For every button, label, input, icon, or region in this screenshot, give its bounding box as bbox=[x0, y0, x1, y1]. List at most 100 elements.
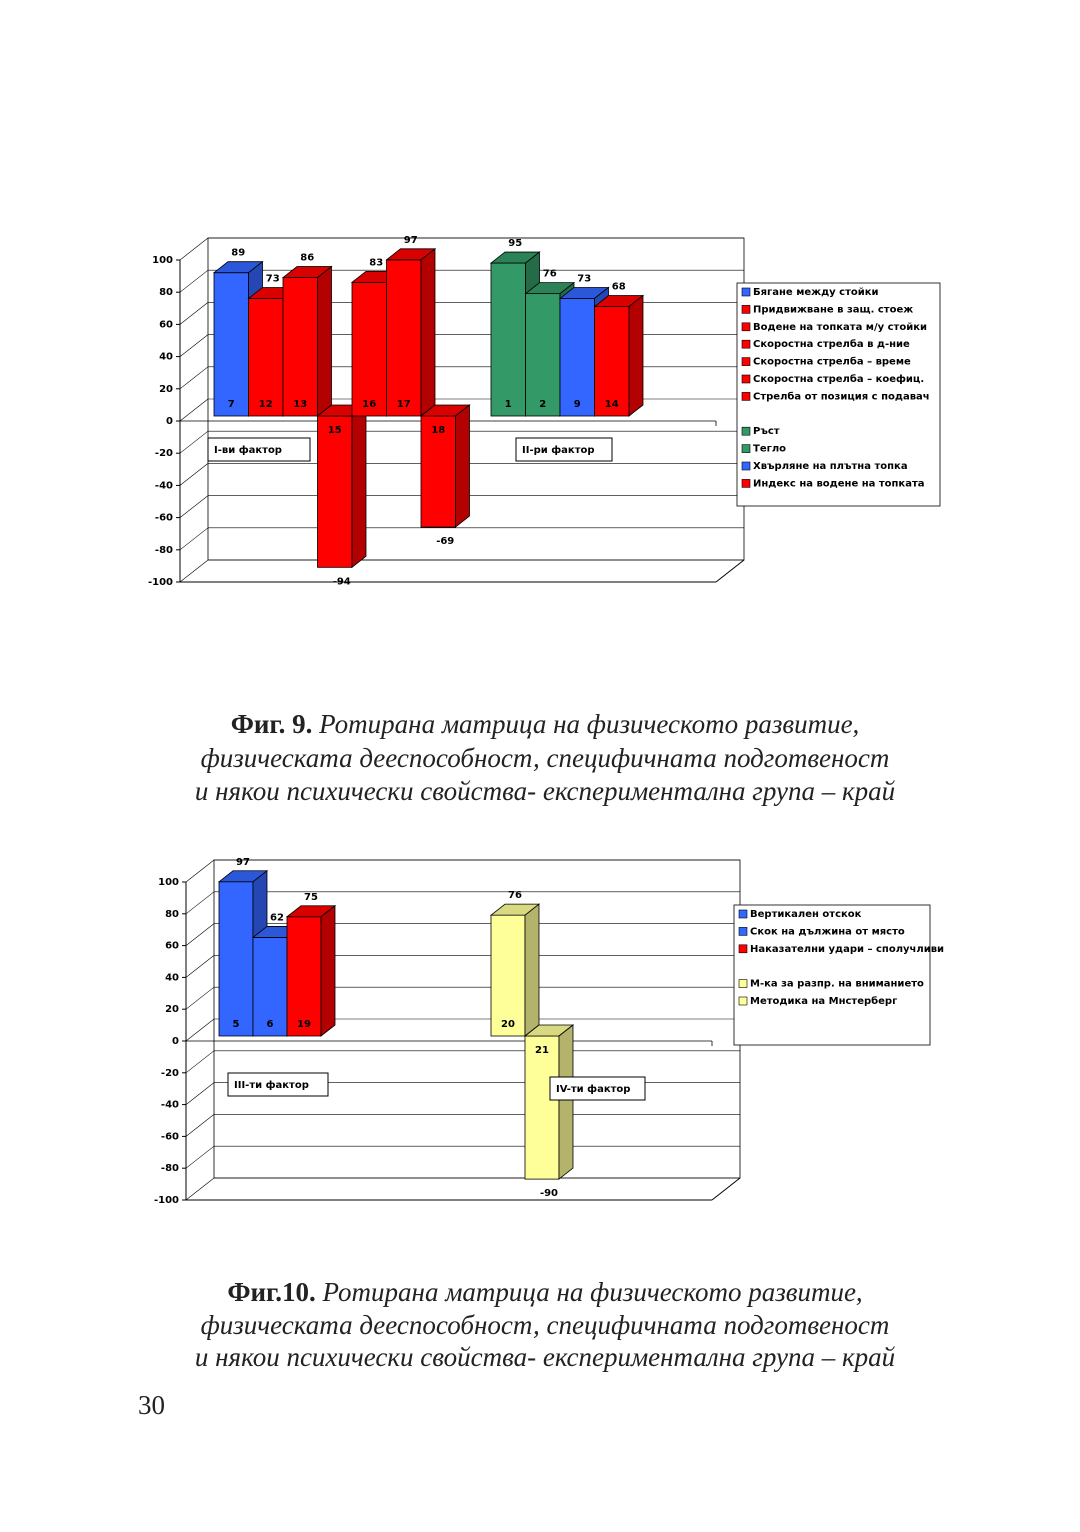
bar bbox=[351, 281, 387, 417]
legend-swatch bbox=[741, 426, 751, 436]
bar-side bbox=[320, 904, 336, 1037]
bar-side bbox=[351, 404, 367, 569]
legend-swatch bbox=[741, 479, 751, 488]
legend-swatch bbox=[741, 444, 751, 453]
factor-label: III-ти фактор bbox=[234, 1079, 309, 1091]
y-tick-label: -20 bbox=[155, 448, 173, 459]
factor-box bbox=[207, 437, 311, 462]
bar-id-label: 16 bbox=[362, 399, 376, 410]
legend-label: Бягане между стойки bbox=[753, 287, 879, 298]
legend-swatch bbox=[741, 374, 751, 384]
charts: -100-80-60-40-2002040608010089773128613-… bbox=[148, 235, 944, 1206]
factor-label: IV-ти фактор bbox=[556, 1083, 630, 1095]
grid-line bbox=[179, 366, 209, 390]
value-label: 68 bbox=[612, 282, 626, 293]
legend-label: Хвърляне на плътна топка bbox=[753, 461, 908, 472]
caption-line: и някои психически свойства- експеримент… bbox=[195, 776, 896, 806]
y-tick-label: -100 bbox=[154, 1195, 179, 1206]
legend-label: М-ка за разпр. на вниманието bbox=[750, 979, 924, 990]
grid-line bbox=[179, 302, 209, 325]
y-tick-label: 100 bbox=[152, 255, 173, 266]
y-tick-label: 20 bbox=[159, 384, 173, 395]
y-tick-label: 0 bbox=[172, 1036, 179, 1047]
grid-line bbox=[179, 398, 209, 422]
value-label: 76 bbox=[508, 890, 522, 901]
bar-id-label: 1 bbox=[505, 399, 512, 410]
y-tick-label: 60 bbox=[159, 319, 173, 330]
grid-line bbox=[185, 859, 215, 883]
bar bbox=[317, 415, 353, 568]
value-label: 89 bbox=[231, 248, 245, 259]
bar bbox=[248, 298, 284, 417]
y-tick-label: 100 bbox=[158, 877, 179, 888]
bar bbox=[525, 293, 561, 417]
floor-edge bbox=[715, 559, 745, 583]
caption-label: Фиг. 9. bbox=[231, 709, 313, 739]
bar bbox=[282, 277, 318, 417]
value-label: 97 bbox=[236, 857, 250, 868]
grid-line bbox=[179, 495, 209, 518]
bar-side bbox=[420, 248, 436, 417]
caption-text: Ротирана матрица на физическото развитие… bbox=[322, 1277, 863, 1307]
caption-line: Фиг.10. Ротирана матрица на физическото … bbox=[227, 1277, 862, 1307]
value-label: 86 bbox=[300, 253, 314, 264]
legend-label: Скок на дължина от място bbox=[750, 926, 905, 937]
bar-id-label: 2 bbox=[539, 399, 546, 410]
legend-swatch bbox=[738, 944, 748, 954]
grid-line bbox=[185, 1050, 215, 1074]
legend-label: Индекс на водене на топката bbox=[753, 478, 925, 489]
y-tick-label: 60 bbox=[165, 941, 179, 952]
grid-line bbox=[185, 1177, 215, 1201]
bar-id-label: 19 bbox=[297, 1019, 311, 1030]
bar bbox=[218, 881, 254, 1037]
legend-label: Наказателни удари – сполучливи bbox=[750, 944, 944, 955]
legend-swatch bbox=[741, 305, 751, 314]
caption-line: Фиг. 9. Ротирана матрица на физическото … bbox=[231, 709, 860, 739]
grid-line bbox=[179, 527, 209, 551]
y-tick-label: 40 bbox=[165, 972, 179, 983]
legend-label: Скоростна стрелба в д-ние bbox=[753, 338, 910, 350]
value-label: 62 bbox=[270, 912, 284, 923]
bar-side bbox=[455, 404, 470, 528]
caption-line: физическата дееспособност, специфичната … bbox=[201, 1310, 890, 1340]
bar-side bbox=[628, 294, 644, 417]
legend-swatch bbox=[741, 339, 751, 349]
grid-line bbox=[179, 334, 209, 357]
bar bbox=[490, 262, 526, 417]
y-tick-label: -20 bbox=[161, 1068, 179, 1079]
grid-line bbox=[185, 1145, 215, 1169]
bar-id-label: 15 bbox=[328, 425, 342, 436]
legend-label: Методика на Мнстерберг bbox=[750, 995, 897, 1007]
bar-id-label: 13 bbox=[293, 399, 307, 410]
y-tick-label: -60 bbox=[161, 1131, 179, 1142]
bar bbox=[594, 306, 630, 417]
bar-id-label: 14 bbox=[605, 399, 619, 410]
grid-line bbox=[185, 986, 215, 1010]
bar-id-label: 7 bbox=[228, 399, 235, 410]
y-tick-label: 80 bbox=[165, 909, 179, 920]
legend-swatch bbox=[741, 392, 751, 401]
legend-label: Скоростна стрелба – време bbox=[753, 356, 911, 368]
legend-label: Скоростна стрелба – коефиц. bbox=[753, 373, 924, 385]
y-tick-label: 40 bbox=[159, 352, 173, 363]
legend-label: Тегло bbox=[753, 444, 786, 455]
legend-swatch bbox=[738, 996, 748, 1006]
value-label: 97 bbox=[404, 235, 418, 246]
bar bbox=[252, 937, 288, 1037]
grid-line bbox=[185, 1018, 215, 1042]
legend-box bbox=[733, 904, 931, 1046]
legend-label: Стрелба от позиция с подавач bbox=[753, 390, 930, 402]
y-tick-label: 20 bbox=[165, 1004, 179, 1015]
legend-label: Вертикален отскок bbox=[750, 909, 862, 920]
y-tick-label: -80 bbox=[155, 545, 173, 556]
factor-box bbox=[515, 437, 613, 462]
value-label: -94 bbox=[333, 576, 351, 587]
value-label: 73 bbox=[577, 273, 591, 284]
bar-id-label: 17 bbox=[397, 399, 411, 410]
factor-box bbox=[227, 1072, 329, 1097]
bar-id-label: 20 bbox=[501, 1019, 515, 1030]
grid-line bbox=[185, 923, 215, 946]
value-label: 73 bbox=[266, 273, 280, 284]
bar bbox=[386, 259, 422, 417]
